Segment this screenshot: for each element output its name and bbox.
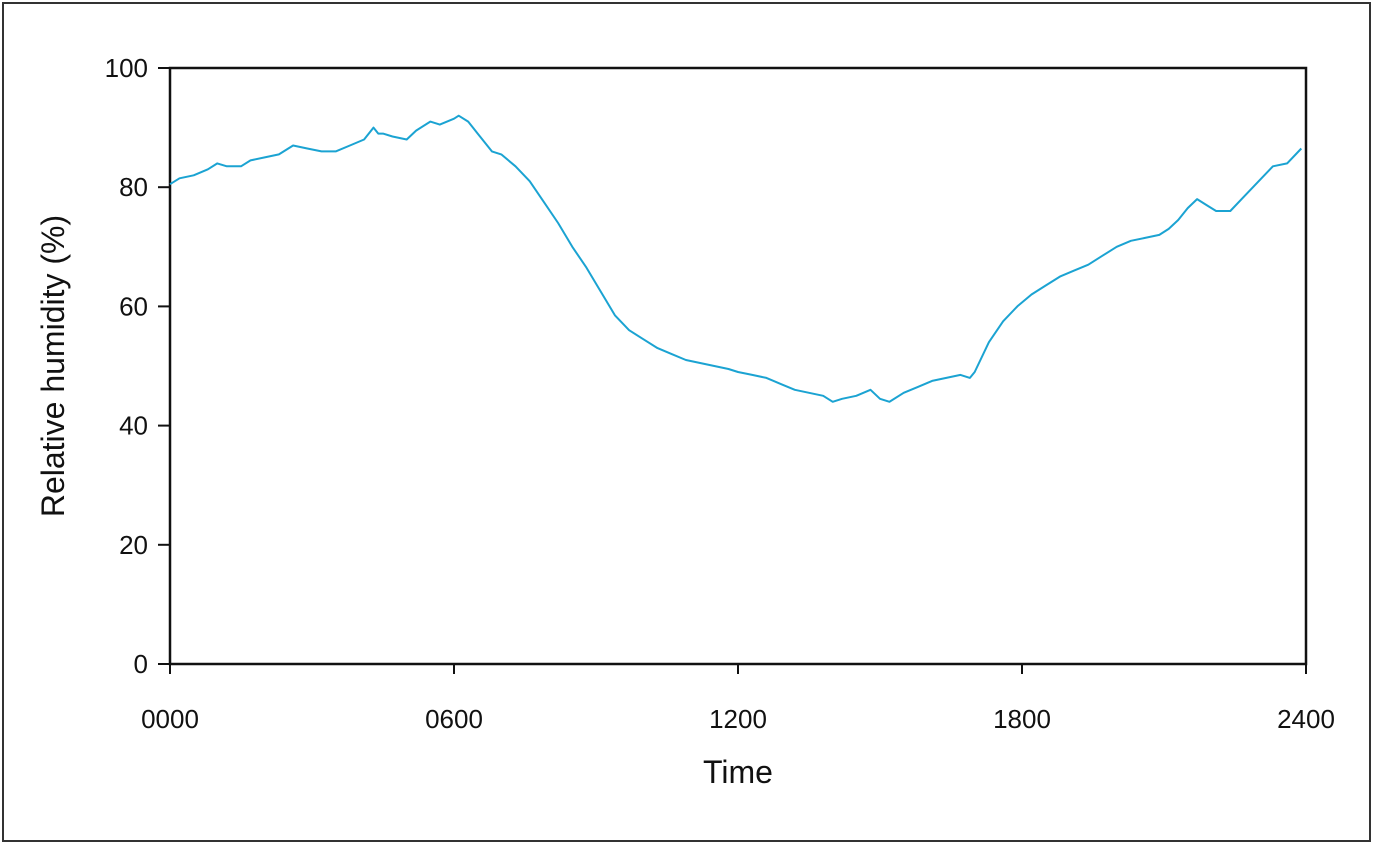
- y-tick-label: 80: [119, 172, 148, 202]
- y-tick-label: 40: [119, 411, 148, 441]
- y-tick-label: 0: [134, 649, 148, 679]
- x-tick-label: 0600: [425, 704, 483, 734]
- plot-area: [168, 66, 1308, 666]
- x-axis-ticks: 0000 0600 1200 1800 2400: [141, 664, 1335, 734]
- y-tick-label: 100: [105, 53, 148, 83]
- x-axis-title: Time: [703, 754, 773, 790]
- y-axis-ticks: 0 20 40 60 80 100: [105, 53, 170, 679]
- y-axis-title: Relative humidity (%): [35, 215, 71, 517]
- y-tick-label: 60: [119, 291, 148, 321]
- x-tick-label: 0000: [141, 704, 199, 734]
- x-tick-label: 1800: [993, 704, 1051, 734]
- x-tick-label: 2400: [1277, 704, 1335, 734]
- humidity-series-line: [169, 114, 1303, 403]
- y-tick-label: 20: [119, 530, 148, 560]
- x-tick-label: 1200: [709, 704, 767, 734]
